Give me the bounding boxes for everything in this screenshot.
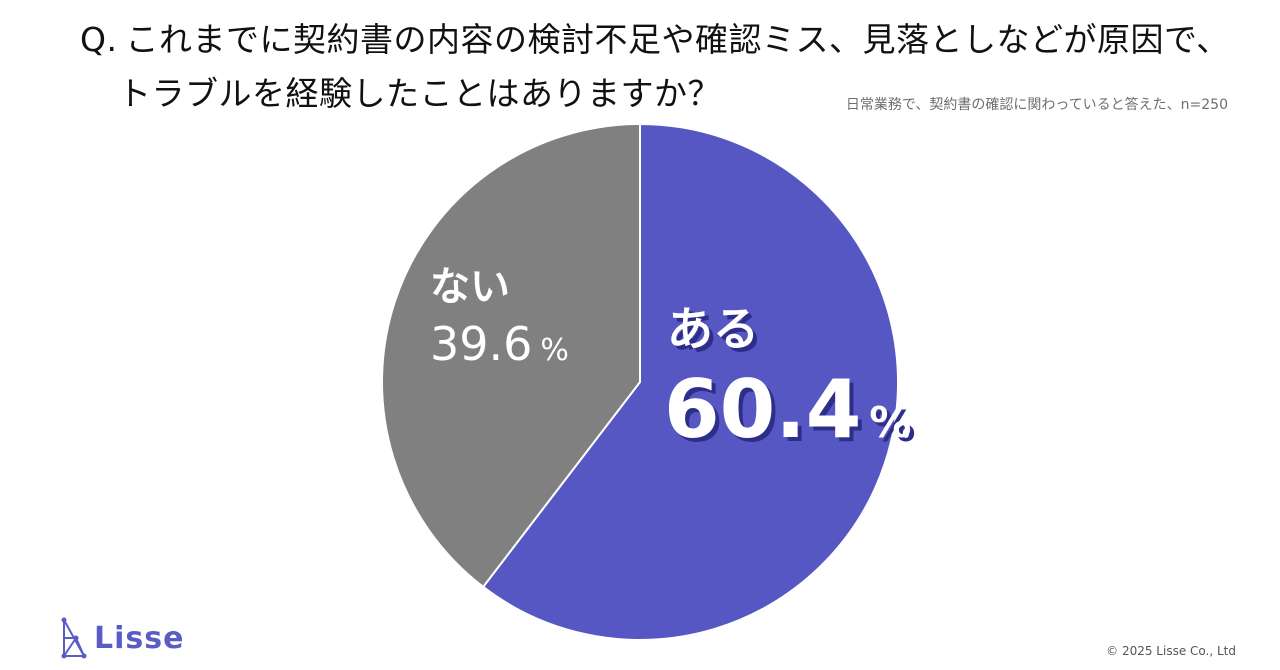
slice-value-label-aru: 60.4% [664,363,911,456]
brand-logo: Lisse [56,616,184,660]
copyright-text: © 2025 Lisse Co., Ltd [1106,644,1236,658]
slice-value-label-aru-shadow: 60.4% [668,367,915,460]
slice-value-label-nai: 39.6% [430,317,569,371]
logo-text: Lisse [94,620,185,656]
respondents-note: 日常業務で、契約書の確認に関わっていると答えた、n=250 [845,97,1228,113]
slice-value-aru: 60.4 [664,363,861,456]
question-line-1: Q. これまでに契約書の内容の検討不足や確認ミス、見落としなどが原因で、 [80,18,1230,62]
slice-unit-nai: % [540,333,569,368]
slice-unit-aru: % [869,398,911,447]
slice-category-label-aru: ある [667,302,759,356]
lisse-logo-icon [61,617,87,659]
pie-slices [381,122,899,641]
question-prefix: Q. [80,20,118,59]
slice-value-aru-shadow: 60.4 [668,367,865,460]
slice-label-aru: ある ある 60.4% 60.4% [664,302,915,460]
question-text-line-1: これまでに契約書の内容の検討不足や確認ミス、見落としなどが原因で、 [125,20,1230,59]
slice-label-nai: ない 39.6% [430,264,569,371]
slice-unit-aru-shadow: % [873,402,915,451]
slice-category-label-nai: ない [430,264,510,310]
slice-category-label-aru-shadow: ある [671,306,763,360]
slice-value-nai: 39.6 [430,317,532,371]
pie-slice-nai [381,122,641,589]
question-text-line-2: トラブルを経験したことはありますか？ [118,74,721,113]
pie-slice-aru [481,122,899,641]
